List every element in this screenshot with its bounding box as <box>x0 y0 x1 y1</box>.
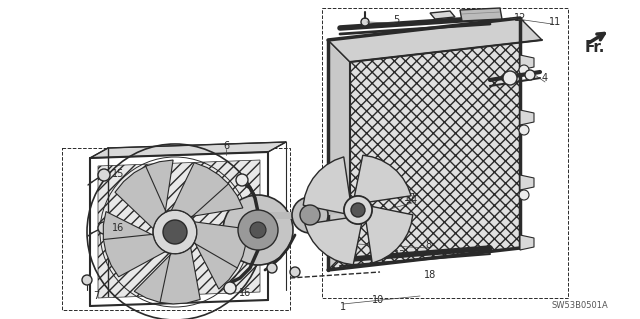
Circle shape <box>519 65 529 75</box>
Circle shape <box>163 220 187 244</box>
Circle shape <box>224 282 236 294</box>
Text: 18: 18 <box>424 270 436 280</box>
Circle shape <box>153 210 197 254</box>
Circle shape <box>223 195 293 265</box>
Text: 2: 2 <box>327 250 333 260</box>
Text: Fr.: Fr. <box>585 41 605 56</box>
Polygon shape <box>305 218 362 265</box>
Text: 7: 7 <box>93 291 99 301</box>
Polygon shape <box>366 206 413 263</box>
Circle shape <box>236 174 248 186</box>
Text: 6: 6 <box>223 141 229 151</box>
Text: 8: 8 <box>425 240 431 250</box>
Circle shape <box>292 197 328 233</box>
Circle shape <box>351 203 365 217</box>
Text: 17: 17 <box>404 193 416 203</box>
Circle shape <box>525 70 535 80</box>
Circle shape <box>290 267 300 277</box>
Polygon shape <box>103 211 165 277</box>
Circle shape <box>238 210 278 250</box>
Circle shape <box>267 263 277 273</box>
Text: 16: 16 <box>112 223 124 233</box>
Polygon shape <box>115 160 173 229</box>
Text: SW53B0501A: SW53B0501A <box>552 301 609 310</box>
Bar <box>322 8 568 298</box>
Circle shape <box>98 169 110 181</box>
Polygon shape <box>520 175 534 190</box>
Circle shape <box>250 222 266 238</box>
Circle shape <box>305 195 315 205</box>
Polygon shape <box>520 235 534 250</box>
Polygon shape <box>172 163 243 217</box>
Polygon shape <box>98 160 260 298</box>
Text: 11: 11 <box>549 17 561 27</box>
Text: 15: 15 <box>112 169 124 179</box>
Circle shape <box>503 71 517 85</box>
Polygon shape <box>520 110 534 125</box>
Text: 13: 13 <box>394 250 406 260</box>
Polygon shape <box>328 18 520 270</box>
Text: 14: 14 <box>406 195 418 205</box>
Circle shape <box>519 190 529 200</box>
Circle shape <box>315 235 325 245</box>
Polygon shape <box>355 155 411 202</box>
Polygon shape <box>430 11 455 19</box>
Polygon shape <box>328 18 542 62</box>
Polygon shape <box>195 222 247 289</box>
Polygon shape <box>520 55 534 70</box>
Polygon shape <box>90 142 286 158</box>
Text: 12: 12 <box>514 13 526 23</box>
Circle shape <box>341 234 349 242</box>
Bar <box>62 148 290 310</box>
Polygon shape <box>134 248 200 304</box>
Text: 10: 10 <box>372 295 384 305</box>
Text: 5: 5 <box>393 15 399 25</box>
Circle shape <box>519 125 529 135</box>
Circle shape <box>333 240 343 250</box>
Circle shape <box>361 18 369 26</box>
Polygon shape <box>328 40 350 270</box>
Text: 3: 3 <box>351 243 357 253</box>
Polygon shape <box>460 8 502 21</box>
Text: 16: 16 <box>239 288 251 298</box>
Circle shape <box>98 222 110 234</box>
Circle shape <box>344 196 372 224</box>
Polygon shape <box>303 157 350 214</box>
Circle shape <box>82 275 92 285</box>
Text: 4: 4 <box>542 73 548 83</box>
Text: 1: 1 <box>340 302 346 312</box>
Circle shape <box>300 205 320 225</box>
